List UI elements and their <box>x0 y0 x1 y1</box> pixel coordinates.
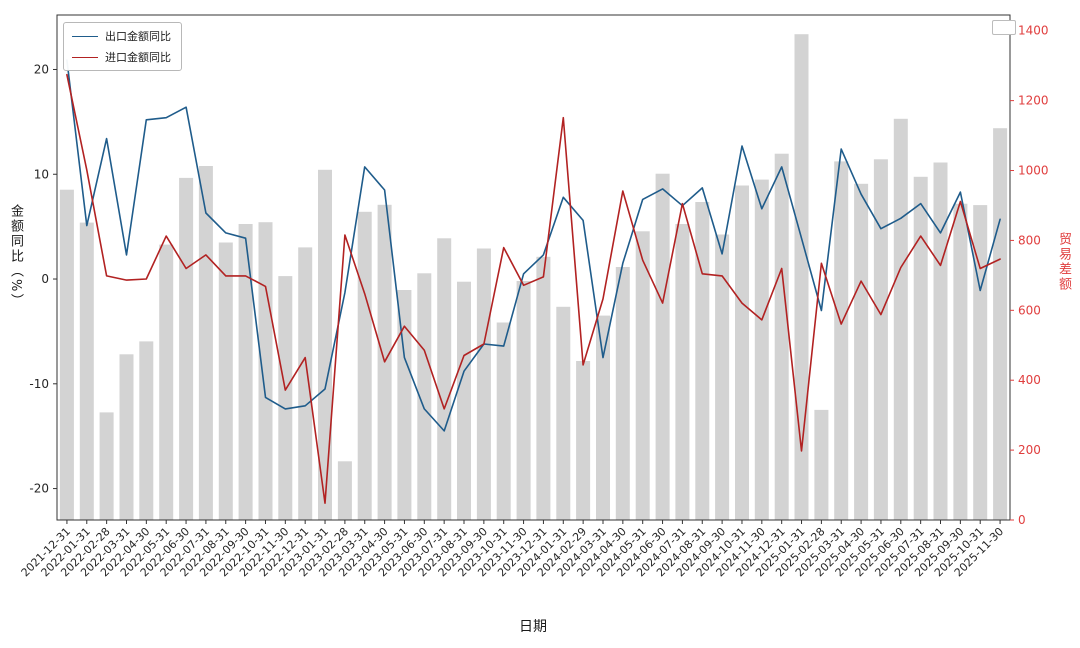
trade-balance-bar <box>794 34 809 520</box>
y-tick-label-left: 20 <box>34 62 49 76</box>
trade-balance-bar <box>854 183 869 521</box>
trade-balance-bar <box>873 159 888 521</box>
y-tick-label-right: 200 <box>1018 443 1041 457</box>
trade-balance-bar <box>298 247 313 520</box>
y-tick-label-right: 1000 <box>1018 164 1049 178</box>
trade-balance-bar <box>79 222 94 520</box>
trade-balance-bar <box>179 177 194 520</box>
trade-balance-bar <box>318 169 332 521</box>
trade-balance-bar <box>139 341 154 520</box>
legend-label-export: 出口金额同比 <box>105 30 171 43</box>
trade-balance-bar <box>635 231 650 521</box>
trade-balance-bar <box>437 238 452 521</box>
trade-balance-bar <box>576 361 591 520</box>
y-tick-label-right: 1400 <box>1018 24 1049 38</box>
trade-balance-bar <box>218 242 233 520</box>
y-tick-label-right: 600 <box>1018 303 1041 317</box>
trade-balance-bar <box>655 173 670 520</box>
plot-border <box>56 14 1011 521</box>
trade-balance-bar <box>596 315 610 520</box>
trade-balance-bar <box>893 118 908 521</box>
trade-balance-bar <box>814 409 829 520</box>
legend: 出口金额同比 进口金额同比 <box>63 22 182 71</box>
trade-balance-bar <box>59 189 74 520</box>
legend-label-import: 进口金额同比 <box>105 51 171 64</box>
trade-balance-bar <box>556 306 571 520</box>
trade-balance-bar <box>337 461 352 520</box>
y-tick-label-right: 1200 <box>1018 94 1049 108</box>
trade-balance-bar <box>198 166 213 520</box>
trade-balance-bar <box>973 205 988 520</box>
trade-balance-bar <box>357 211 372 521</box>
trade-balance-bar <box>457 281 471 520</box>
trade-balance-bar <box>754 179 769 520</box>
trade-balance-bar <box>735 185 749 520</box>
trade-balance-bar <box>774 153 789 520</box>
trade-balance-bar <box>933 162 948 520</box>
series-lines <box>66 59 1001 505</box>
trade-balance-bar <box>496 322 511 520</box>
trade-balance-bar <box>615 267 630 520</box>
x-axis-title: 日期 <box>519 619 547 635</box>
trade-balance-bar <box>993 128 1008 520</box>
import-line-swatch <box>72 56 98 58</box>
trade-balance-bar <box>238 224 253 520</box>
legend-box-secondary <box>992 20 1016 35</box>
trade-balance-bar <box>119 354 134 520</box>
axes: 20100-10-2002004006008001000120014002021… <box>19 14 1049 579</box>
trade-balance-bar <box>99 412 114 520</box>
trade-balance-bar <box>417 273 432 520</box>
y-tick-label-left: 0 <box>41 272 49 286</box>
trade-balance-bars <box>59 34 1008 521</box>
trade-balance-bar <box>913 176 928 521</box>
trade-balance-bar <box>675 224 690 520</box>
trade-balance-bar <box>397 290 412 520</box>
trade-balance-bar <box>536 256 551 520</box>
trade-balance-bar <box>159 244 174 520</box>
trade-balance-bar <box>695 202 710 520</box>
trade-balance-bar <box>476 248 491 520</box>
legend-item-import: 进口金额同比 <box>72 49 171 65</box>
y-tick-label-right: 800 <box>1018 233 1041 247</box>
trade-balance-bar <box>278 276 293 520</box>
legend-item-export: 出口金额同比 <box>72 28 171 44</box>
trade-balance-bar <box>715 234 730 520</box>
import-line <box>66 73 1001 505</box>
export-line-swatch <box>72 35 98 37</box>
y-tick-label-left: -10 <box>29 377 49 391</box>
trade-balance-bar <box>834 161 849 520</box>
y-axis-title-left: 金额同比（%） <box>8 204 23 309</box>
y-tick-label-right: 400 <box>1018 373 1041 387</box>
y-tick-label-right: 0 <box>1018 513 1026 527</box>
y-tick-label-left: 10 <box>34 167 49 181</box>
y-tick-label-left: -20 <box>29 482 49 496</box>
trade-balance-bar <box>258 222 273 520</box>
trade-balance-bar <box>516 281 531 520</box>
y-axis-title-right: 贸易差额 <box>1056 232 1071 292</box>
export-line <box>66 59 1001 432</box>
trade-balance-bar <box>953 203 968 520</box>
